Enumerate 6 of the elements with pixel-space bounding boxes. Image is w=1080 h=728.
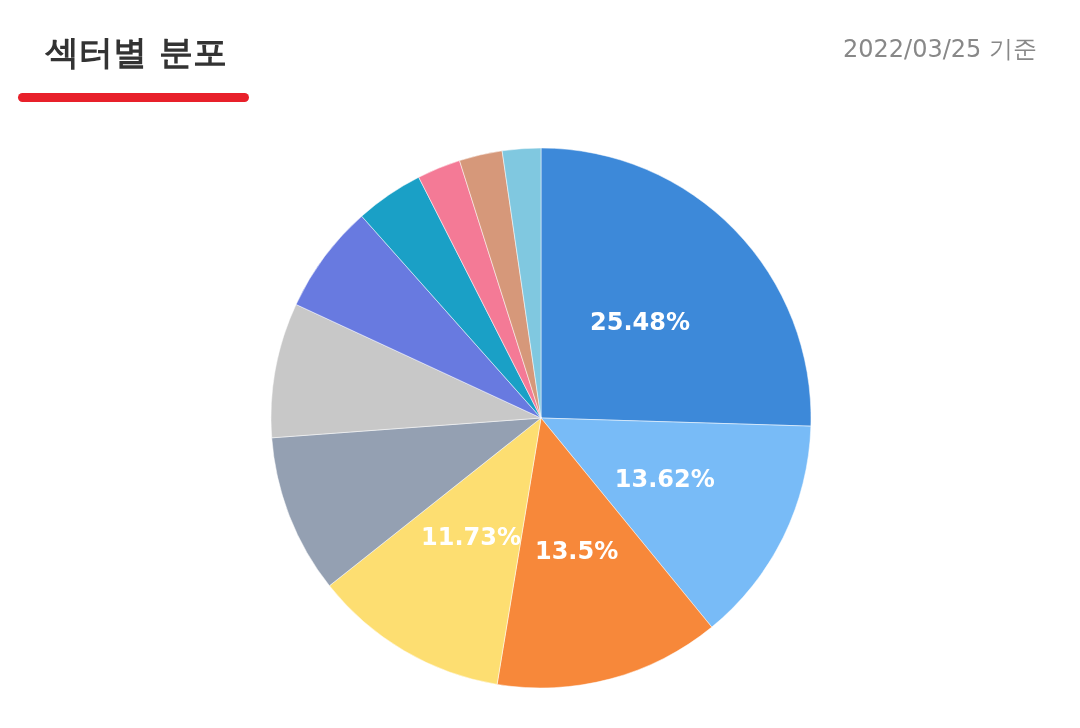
chart-title: 섹터별 분포	[44, 32, 227, 72]
data-label: 25.48%	[590, 307, 691, 336]
text: 2022/03/25 기준	[843, 35, 1038, 63]
data-label: 13.5%	[534, 537, 619, 566]
data-label: 11.73%	[421, 522, 521, 551]
data-label: 13.62%	[614, 465, 715, 494]
